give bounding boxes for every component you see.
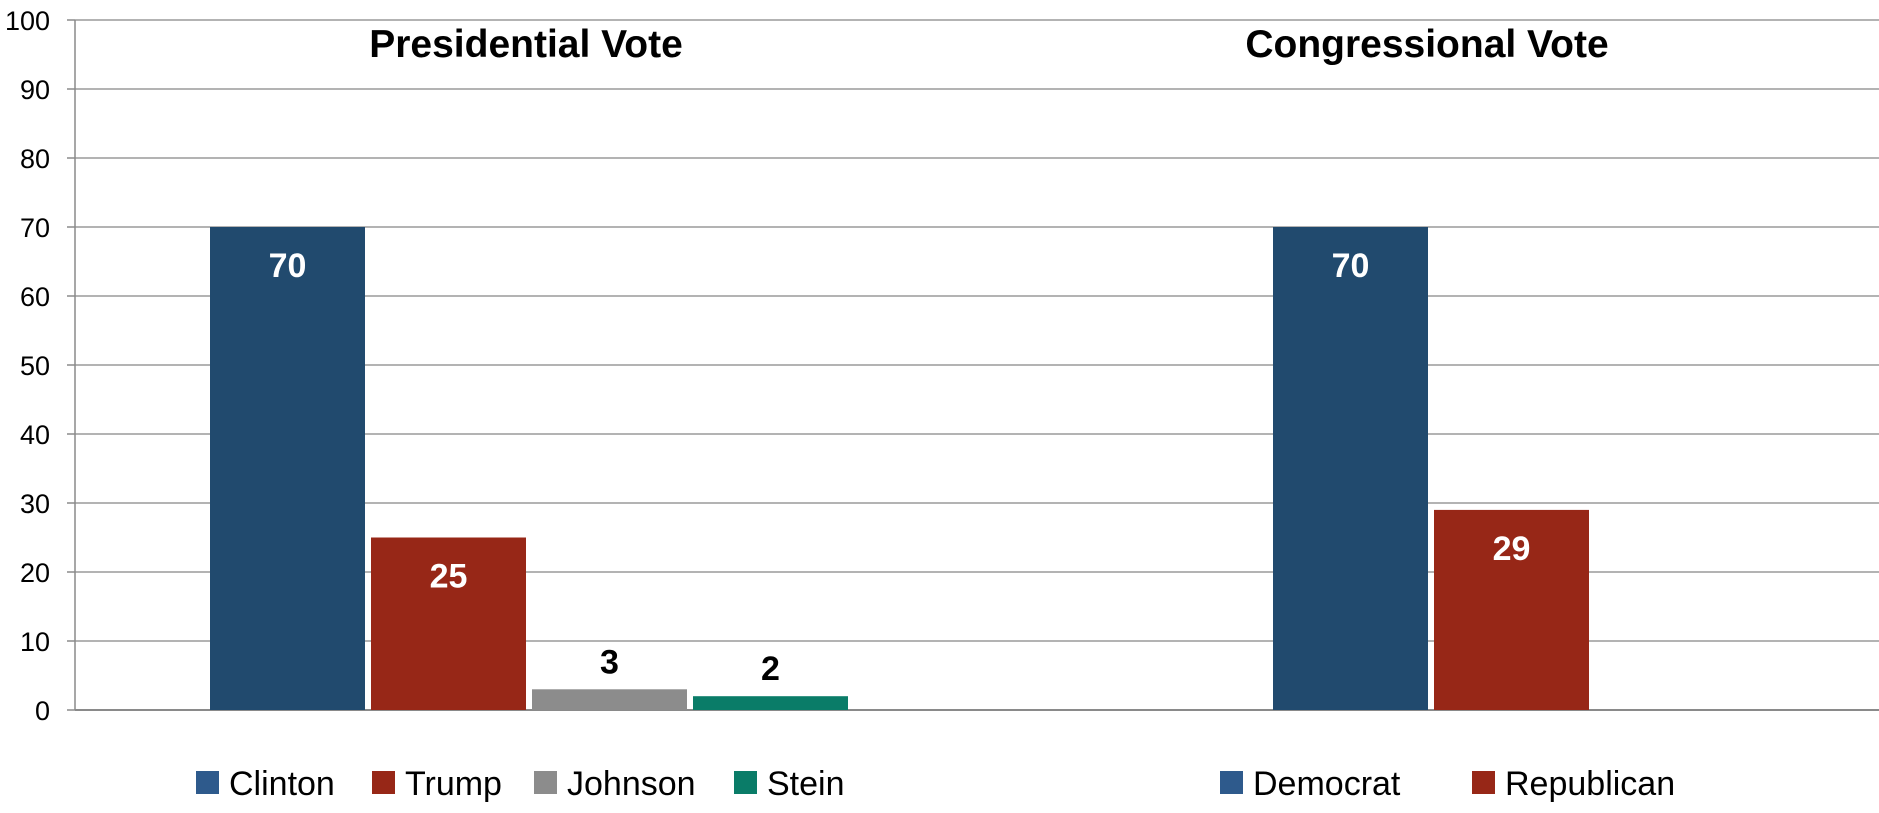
y-tick-label: 90 bbox=[20, 75, 50, 105]
bar-clinton bbox=[210, 227, 365, 710]
y-tick-label: 30 bbox=[20, 489, 50, 519]
y-tick-label: 50 bbox=[20, 351, 50, 381]
legend-swatch-clinton bbox=[196, 771, 219, 794]
bar-democrat bbox=[1273, 227, 1428, 710]
y-tick-label: 100 bbox=[5, 6, 50, 36]
legend-label: Trump bbox=[405, 765, 502, 803]
legend-swatch-johnson bbox=[534, 771, 557, 794]
legend-swatch-democrat bbox=[1220, 771, 1243, 794]
legend-label: Democrat bbox=[1253, 765, 1401, 803]
y-tick-label: 20 bbox=[20, 558, 50, 588]
legend-swatch-republican bbox=[1472, 771, 1495, 794]
y-axis: 0 10 20 30 40 50 60 70 80 90 100 bbox=[5, 6, 50, 726]
bar-johnson bbox=[532, 689, 687, 710]
legend-swatch-trump bbox=[372, 771, 395, 794]
data-label: 70 bbox=[1332, 247, 1370, 285]
data-label: 2 bbox=[761, 650, 780, 688]
data-label: 29 bbox=[1493, 530, 1531, 568]
y-tick-label: 60 bbox=[20, 282, 50, 312]
legend-label: Johnson bbox=[567, 765, 696, 803]
legend-label: Clinton bbox=[229, 765, 335, 803]
y-tick-label: 10 bbox=[20, 627, 50, 657]
bar-trump bbox=[371, 537, 526, 710]
bars bbox=[210, 227, 1589, 710]
legend-swatch-stein bbox=[734, 771, 757, 794]
legend-label: Stein bbox=[767, 765, 845, 803]
bar-republican bbox=[1434, 509, 1589, 710]
data-labels: 70 25 3 2 70 29 bbox=[269, 247, 1531, 688]
data-label: 3 bbox=[600, 643, 619, 681]
panel-titles: Presidential Vote Congressional Vote bbox=[369, 23, 1608, 66]
panel-title: Congressional Vote bbox=[1245, 23, 1608, 66]
panel-title: Presidential Vote bbox=[369, 23, 683, 66]
data-label: 25 bbox=[430, 558, 468, 596]
y-tick-label: 0 bbox=[35, 696, 50, 726]
legends: Clinton Trump Johnson Stein Democrat Republic… bbox=[196, 765, 1675, 803]
data-label: 70 bbox=[269, 247, 307, 285]
y-tick-label: 70 bbox=[20, 213, 50, 243]
bar-stein bbox=[693, 696, 848, 710]
legend-label: Republican bbox=[1505, 765, 1675, 803]
y-tick-label: 80 bbox=[20, 144, 50, 174]
y-tick-label: 40 bbox=[20, 420, 50, 450]
